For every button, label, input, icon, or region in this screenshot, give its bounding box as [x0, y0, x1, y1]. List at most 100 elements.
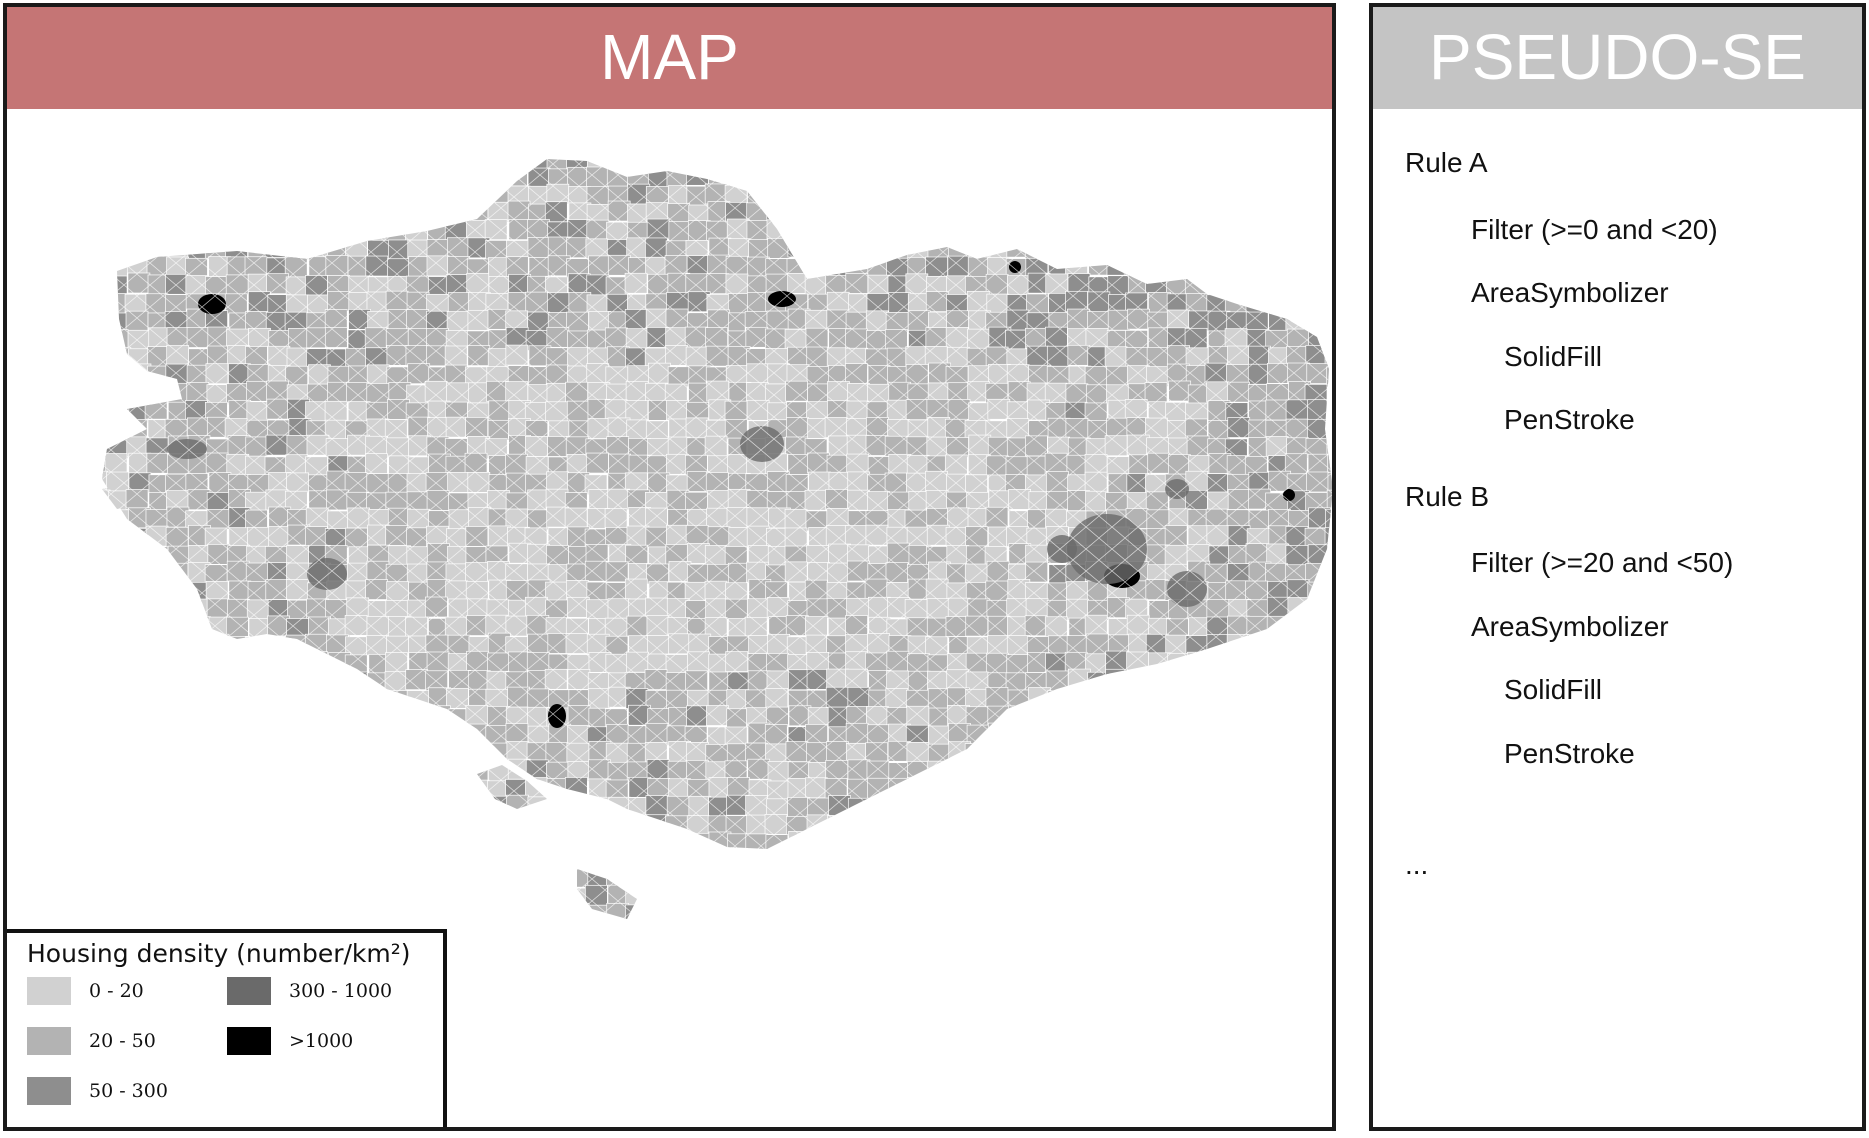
commune-region[interactable]: [146, 886, 170, 907]
commune-region[interactable]: [148, 381, 171, 402]
commune-region[interactable]: [305, 651, 328, 672]
commune-region[interactable]: [1047, 777, 1070, 798]
commune-region[interactable]: [147, 797, 171, 819]
commune-region[interactable]: [847, 183, 871, 205]
commune-region[interactable]: [88, 654, 111, 675]
commune-region[interactable]: [866, 868, 890, 890]
commune-region[interactable]: [1105, 723, 1129, 744]
commune-region[interactable]: [347, 151, 371, 171]
commune-region[interactable]: [1225, 168, 1248, 190]
commune-region[interactable]: [1105, 149, 1129, 169]
commune-region[interactable]: [1306, 669, 1329, 690]
commune-region[interactable]: [127, 166, 150, 188]
commune-region[interactable]: [727, 885, 751, 907]
commune-region[interactable]: [748, 870, 771, 892]
commune-region[interactable]: [1025, 202, 1049, 223]
commune-region[interactable]: [767, 851, 791, 873]
commune-region[interactable]: [884, 831, 908, 853]
commune-region[interactable]: [1145, 239, 1169, 261]
commune-region[interactable]: [488, 887, 512, 908]
commune-region[interactable]: [187, 723, 211, 745]
commune-region[interactable]: [1185, 867, 1209, 889]
commune-region[interactable]: [246, 723, 269, 745]
commune-region[interactable]: [1087, 831, 1110, 853]
commune-region[interactable]: [947, 886, 971, 908]
commune-region[interactable]: [204, 705, 228, 726]
commune-region[interactable]: [127, 851, 151, 873]
commune-region[interactable]: [848, 902, 871, 923]
commune-region[interactable]: [944, 759, 968, 781]
commune-region[interactable]: [388, 166, 412, 188]
commune-region[interactable]: [526, 814, 549, 836]
commune-region[interactable]: [924, 795, 948, 816]
commune-region[interactable]: [1106, 869, 1130, 890]
commune-region[interactable]: [1204, 671, 1228, 693]
commune-region[interactable]: [1128, 816, 1152, 838]
commune-region[interactable]: [107, 165, 131, 187]
commune-region[interactable]: [108, 419, 132, 441]
commune-region[interactable]: [928, 867, 952, 889]
commune-region[interactable]: [186, 816, 209, 837]
commune-region[interactable]: [466, 815, 489, 836]
commune-region[interactable]: [406, 760, 430, 782]
commune-region[interactable]: [267, 812, 290, 834]
commune-region[interactable]: [1328, 723, 1332, 745]
commune-region[interactable]: [368, 204, 391, 226]
commune-region[interactable]: [427, 796, 451, 818]
commune-region[interactable]: [207, 168, 231, 189]
commune-region[interactable]: [848, 832, 871, 854]
commune-region[interactable]: [346, 816, 370, 837]
commune-region[interactable]: [1207, 833, 1230, 854]
commune-region[interactable]: [1326, 925, 1332, 945]
commune-region[interactable]: [1048, 884, 1071, 906]
commune-region[interactable]: [806, 150, 830, 171]
commune-region[interactable]: [326, 184, 349, 206]
commune-region[interactable]: [245, 905, 269, 926]
commune-region[interactable]: [185, 203, 209, 225]
commune-region[interactable]: [1105, 851, 1129, 873]
commune-region[interactable]: [1165, 814, 1188, 836]
commune-region[interactable]: [107, 707, 131, 729]
commune-region[interactable]: [386, 779, 409, 801]
commune-region[interactable]: [1246, 725, 1269, 747]
commune-region[interactable]: [165, 236, 189, 258]
commune-region[interactable]: [166, 888, 190, 910]
commune-region[interactable]: [1147, 183, 1171, 204]
commune-region[interactable]: [885, 870, 909, 892]
commune-region[interactable]: [1307, 600, 1331, 621]
commune-region[interactable]: [208, 670, 232, 691]
commune-region[interactable]: [227, 636, 251, 657]
commune-region[interactable]: [545, 905, 568, 925]
commune-region[interactable]: [365, 869, 389, 890]
commune-region[interactable]: [88, 419, 111, 441]
commune-region[interactable]: [245, 778, 269, 800]
commune-region[interactable]: [1105, 164, 1128, 186]
commune-region[interactable]: [1165, 704, 1189, 726]
commune-region[interactable]: [165, 903, 188, 924]
commune-region[interactable]: [404, 148, 428, 169]
commune-region[interactable]: [244, 885, 268, 907]
commune-region[interactable]: [287, 686, 311, 708]
commune-region[interactable]: [607, 831, 631, 853]
commune-region[interactable]: [1286, 255, 1309, 277]
commune-region[interactable]: [1265, 273, 1289, 295]
commune-region[interactable]: [186, 760, 210, 782]
commune-region[interactable]: [806, 923, 828, 943]
commune-region[interactable]: [846, 887, 870, 909]
commune-region[interactable]: [87, 600, 110, 621]
commune-region[interactable]: [945, 833, 968, 854]
commune-region[interactable]: [766, 885, 790, 907]
commune-region[interactable]: [1145, 851, 1168, 873]
commune-region[interactable]: [1326, 796, 1332, 818]
commune-region[interactable]: [888, 147, 912, 168]
commune-region[interactable]: [1106, 814, 1130, 836]
commune-region[interactable]: [1325, 868, 1332, 890]
commune-region[interactable]: [405, 744, 429, 766]
commune-region[interactable]: [647, 851, 671, 873]
commune-region[interactable]: [1148, 744, 1172, 765]
commune-region[interactable]: [325, 708, 349, 730]
commune-region[interactable]: [185, 740, 209, 762]
commune-region[interactable]: [566, 798, 590, 820]
commune-region[interactable]: [146, 202, 170, 224]
commune-region[interactable]: [1147, 148, 1171, 169]
